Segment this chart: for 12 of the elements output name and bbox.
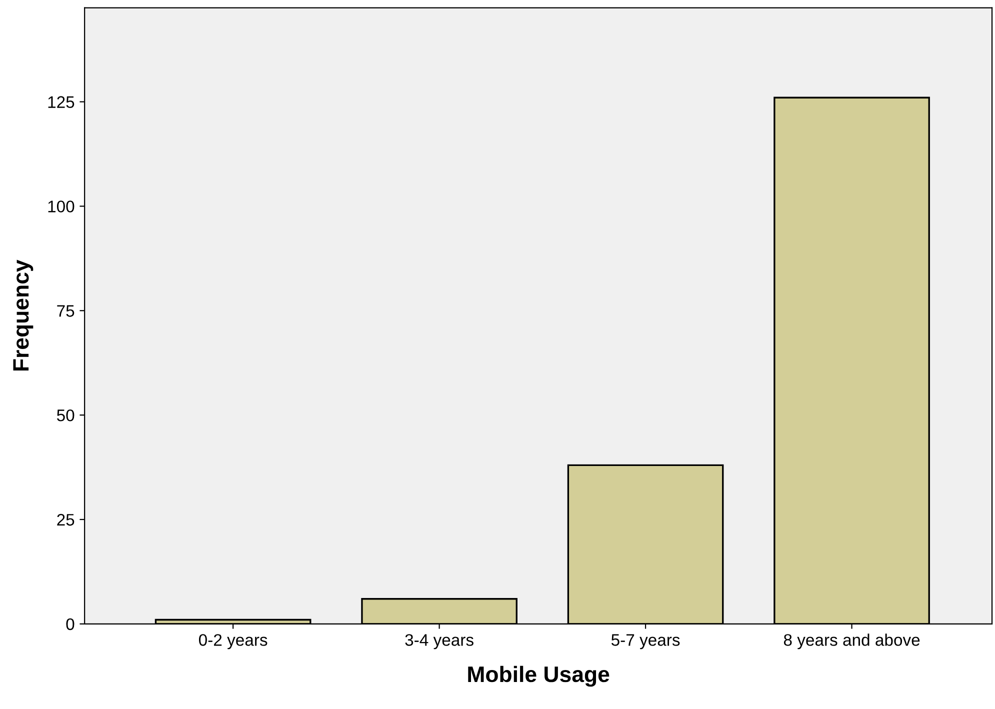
x-tick-label: 0-2 years	[198, 634, 268, 650]
y-tick-label: 25	[57, 514, 74, 526]
y-axis-title: Frequency	[13, 260, 34, 371]
y-tick-label: 125	[48, 96, 74, 108]
x-axis-title: Mobile Usage	[468, 666, 610, 687]
y-tick-label: 50	[56, 409, 74, 422]
x-tick-label: 8 years and above	[784, 634, 920, 650]
y-tick-label: 0	[66, 618, 74, 630]
y-tick-label: 100	[48, 200, 74, 212]
x-tick-label: 3-4 years	[405, 634, 474, 650]
y-tick-label: 75	[57, 305, 74, 317]
x-tick-label: 5-7 years	[611, 634, 680, 650]
